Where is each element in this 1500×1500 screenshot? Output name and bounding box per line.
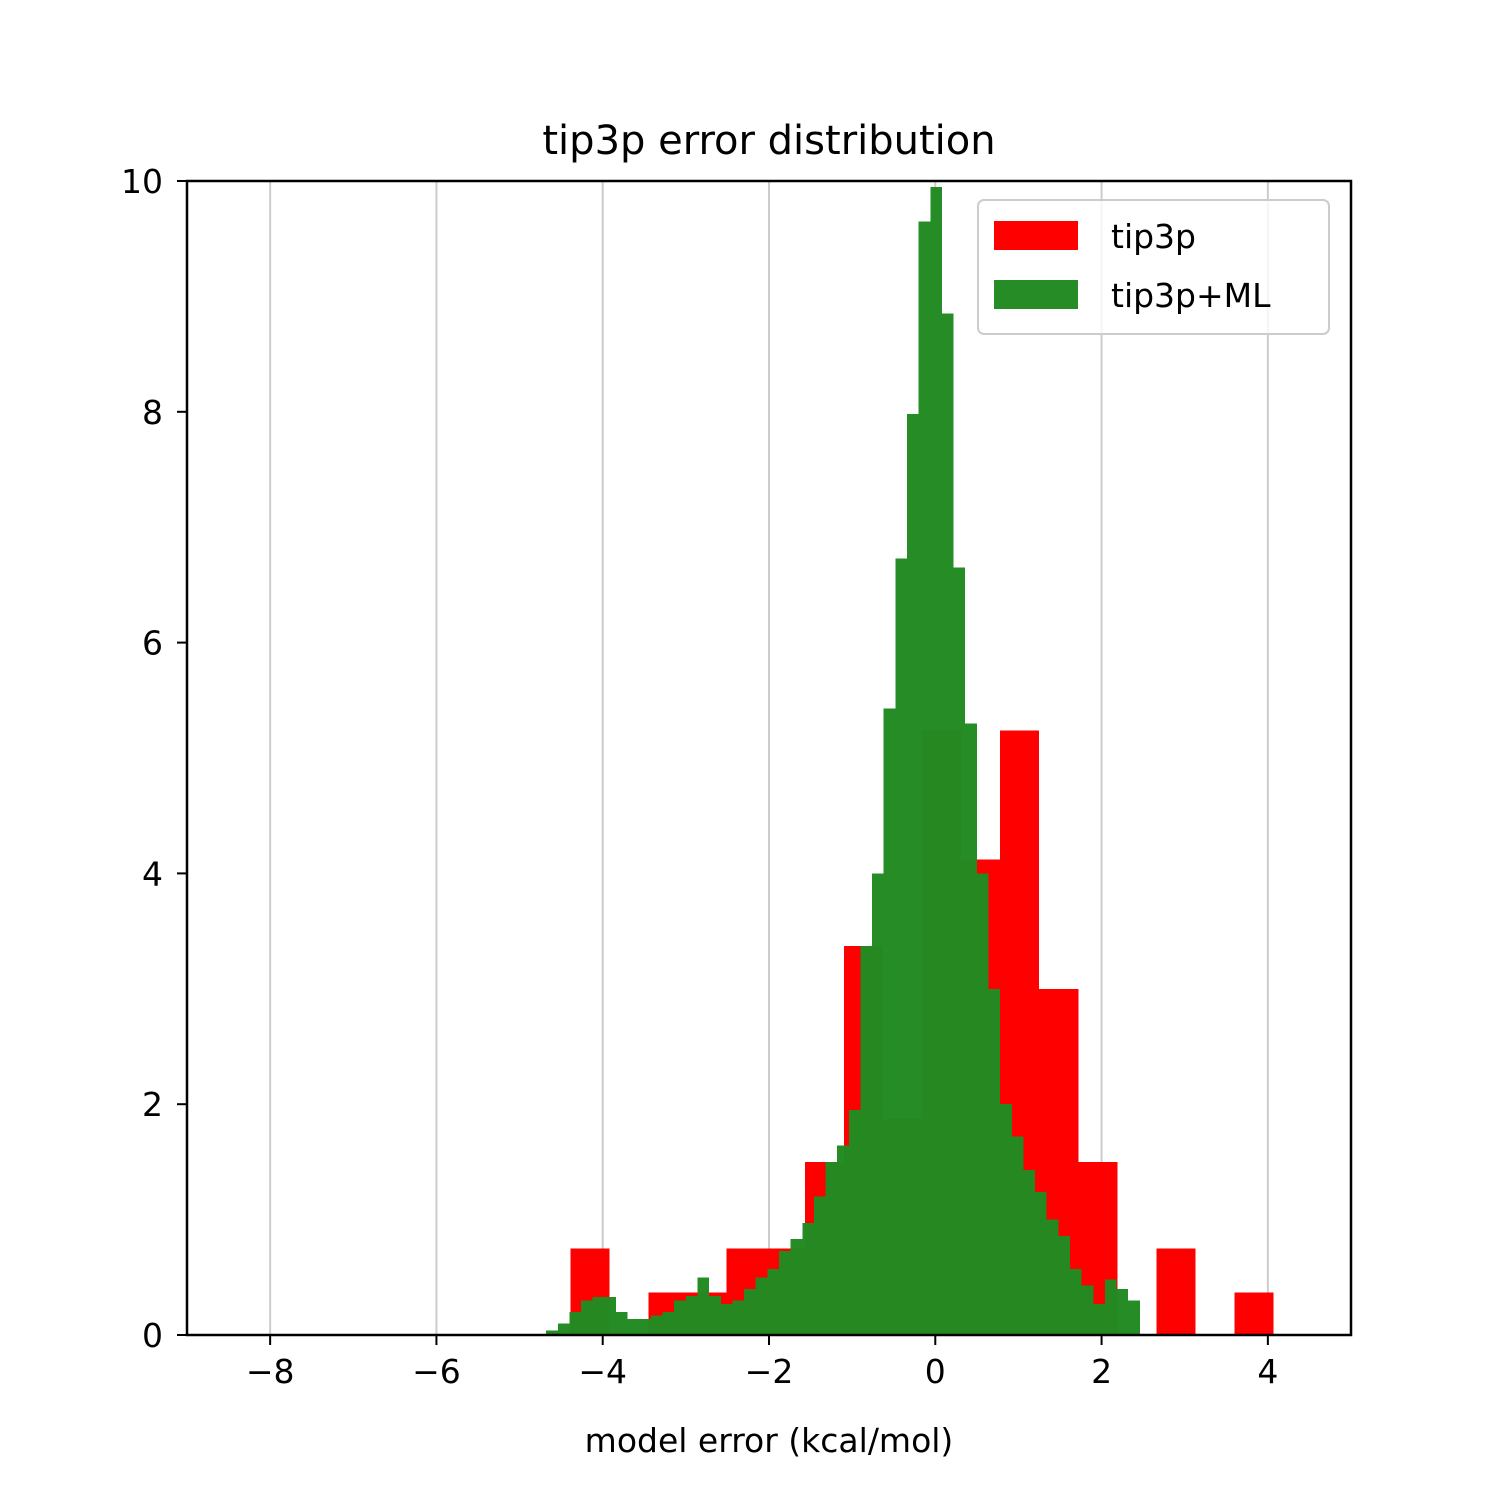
y-tick-label: 8 — [142, 393, 163, 432]
histogram-bar — [1023, 1169, 1036, 1335]
histogram-bar — [907, 414, 919, 1335]
histogram-bar — [883, 708, 896, 1335]
y-tick-label: 2 — [142, 1085, 163, 1124]
histogram-bar — [755, 1277, 768, 1335]
histogram-bar — [1069, 1269, 1082, 1335]
histogram-bar — [627, 1318, 640, 1335]
histogram-bar — [581, 1300, 593, 1335]
histogram-bar — [976, 873, 989, 1335]
histogram-bar — [1156, 1248, 1196, 1335]
histogram-bar — [1093, 1303, 1105, 1335]
histogram-bar — [988, 988, 1001, 1335]
series-tip3p-ml — [546, 186, 1140, 1336]
histogram-bar — [732, 1300, 745, 1335]
histogram-bar — [592, 1296, 605, 1335]
histogram-bar — [744, 1288, 756, 1335]
histogram-bar — [674, 1300, 686, 1335]
x-axis-label: model error (kcal/mol) — [585, 1421, 954, 1460]
chart-title: tip3p error distribution — [542, 118, 995, 164]
histogram-bar — [1058, 1235, 1070, 1335]
y-axis-ticks: 0 2 4 6 8 10 — [121, 162, 187, 1355]
x-tick-label: 4 — [1257, 1352, 1278, 1391]
y-tick-label: 4 — [142, 854, 163, 893]
histogram-bar — [860, 946, 873, 1335]
y-tick-label: 0 — [142, 1316, 163, 1355]
histogram-bar — [778, 1250, 791, 1335]
histogram-bar — [604, 1296, 617, 1335]
legend: tip3p tip3p+ML — [977, 199, 1330, 335]
histogram-bar — [1000, 1104, 1012, 1335]
histogram-bars — [546, 186, 1274, 1336]
x-tick-label: 0 — [925, 1352, 946, 1391]
legend-swatch-tip3p-ml — [994, 280, 1078, 309]
histogram-bar — [895, 558, 908, 1335]
histogram-bar — [639, 1318, 651, 1335]
histogram-bar — [802, 1223, 814, 1335]
histogram-bar — [767, 1269, 779, 1335]
x-tick-label: −6 — [412, 1352, 461, 1391]
histogram-bar — [557, 1323, 570, 1335]
histogram-bar — [930, 186, 942, 1335]
histogram-bar — [813, 1196, 826, 1335]
histogram-bar — [546, 1330, 558, 1335]
y-tick-label: 6 — [142, 624, 163, 663]
histogram-bar — [1104, 1279, 1117, 1335]
histogram-bar — [1234, 1292, 1274, 1335]
histogram-bar — [953, 567, 966, 1335]
histogram-bar — [616, 1311, 628, 1335]
histogram-bar — [1116, 1288, 1129, 1335]
grid-lines — [269, 181, 1269, 1335]
histogram-bar — [709, 1295, 721, 1335]
histogram-bar — [569, 1311, 582, 1335]
histogram-bar — [1035, 1191, 1047, 1335]
histogram-bar — [1081, 1285, 1094, 1335]
histogram-bar — [941, 313, 954, 1336]
histogram-bar — [790, 1239, 803, 1335]
x-tick-label: −4 — [578, 1352, 627, 1391]
histogram-bar — [872, 873, 884, 1335]
legend-label-tip3p: tip3p — [1111, 217, 1196, 256]
histogram-bar — [965, 723, 977, 1335]
legend-label-tip3p-ml: tip3p+ML — [1111, 276, 1271, 315]
x-tick-label: −8 — [246, 1352, 295, 1391]
histogram-bar — [662, 1311, 675, 1335]
x-tick-label: 2 — [1091, 1352, 1112, 1391]
histogram-bar — [918, 221, 931, 1335]
x-axis-ticks: −8 −6 −4 −2 0 2 4 — [246, 1335, 1278, 1391]
histogram-bar — [685, 1295, 698, 1335]
histogram-bar — [1128, 1300, 1140, 1335]
x-tick-label: −2 — [745, 1352, 794, 1391]
histogram-bar — [720, 1303, 733, 1335]
y-tick-label: 10 — [121, 162, 163, 201]
histogram-bar — [697, 1277, 710, 1335]
histogram-bar — [650, 1315, 663, 1335]
histogram-bar — [837, 1145, 849, 1335]
histogram-bar — [1046, 1219, 1059, 1335]
histogram-bar — [1011, 1136, 1024, 1335]
histogram-bar — [848, 1109, 861, 1335]
histogram-bar — [825, 1161, 838, 1335]
legend-swatch-tip3p — [994, 221, 1078, 250]
